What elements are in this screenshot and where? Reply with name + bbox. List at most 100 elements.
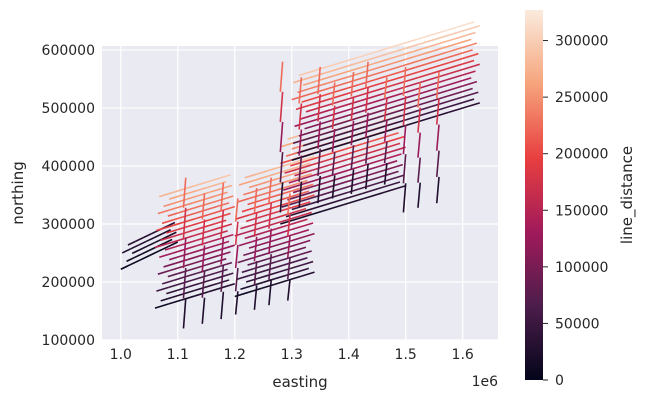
flight-line bbox=[329, 158, 348, 166]
flight-line bbox=[243, 190, 255, 196]
tie-line bbox=[201, 245, 206, 272]
tie-line bbox=[417, 157, 422, 183]
flight-line bbox=[342, 165, 363, 173]
flight-line bbox=[332, 127, 362, 138]
x-tick-label: 1.6 bbox=[452, 347, 474, 363]
tie-line bbox=[383, 163, 388, 185]
flight-line bbox=[210, 275, 223, 281]
flight-line bbox=[366, 152, 387, 160]
flight-line bbox=[203, 272, 217, 278]
flight-line bbox=[415, 57, 445, 69]
flight-line bbox=[166, 289, 178, 295]
flight-line bbox=[298, 211, 312, 218]
flight-line bbox=[156, 286, 169, 292]
flight-line bbox=[290, 264, 303, 270]
tie-line bbox=[417, 132, 422, 158]
flight-line bbox=[167, 211, 179, 217]
flight-line bbox=[178, 208, 190, 214]
flight-line bbox=[302, 75, 333, 86]
flight-line bbox=[385, 174, 405, 182]
flight-line bbox=[325, 181, 346, 189]
flight-line bbox=[133, 253, 143, 259]
flight-line bbox=[160, 296, 173, 302]
flight-line bbox=[364, 148, 383, 155]
flight-line bbox=[218, 240, 230, 246]
tie-line bbox=[350, 72, 355, 97]
flight-line bbox=[168, 283, 181, 289]
flight-line bbox=[244, 234, 256, 240]
flight-line bbox=[247, 261, 258, 266]
flight-line bbox=[158, 245, 169, 252]
flight-line bbox=[304, 204, 325, 212]
flight-line bbox=[286, 166, 299, 172]
flight-line bbox=[204, 195, 217, 201]
flight-line bbox=[247, 287, 262, 294]
flight-line bbox=[256, 169, 269, 175]
flight-line bbox=[273, 247, 287, 253]
flight-line bbox=[324, 62, 356, 74]
tie-line bbox=[220, 237, 225, 265]
flight-line bbox=[448, 102, 481, 114]
flight-line bbox=[141, 249, 150, 255]
flight-line bbox=[129, 244, 139, 250]
flight-line bbox=[167, 272, 178, 278]
flight-line bbox=[292, 186, 311, 194]
flight-line bbox=[247, 271, 261, 277]
flight-line bbox=[222, 244, 235, 250]
flight-line bbox=[251, 237, 264, 243]
flight-line bbox=[206, 282, 218, 288]
tie-line bbox=[220, 210, 225, 238]
flight-line bbox=[171, 293, 184, 299]
flight-line bbox=[139, 254, 150, 261]
flight-line bbox=[362, 137, 381, 145]
flight-line bbox=[208, 215, 221, 221]
tie-line bbox=[286, 214, 291, 237]
flight-line bbox=[249, 254, 263, 260]
tie-line bbox=[402, 95, 407, 126]
flight-line bbox=[254, 231, 266, 236]
flight-line bbox=[245, 217, 258, 223]
tie-line bbox=[365, 61, 369, 88]
flight-line bbox=[301, 260, 314, 266]
tie-line bbox=[417, 82, 422, 108]
flight-line bbox=[257, 274, 269, 280]
colorbar-tick-label: 200000 bbox=[555, 147, 608, 163]
flight-line bbox=[197, 191, 210, 197]
flight-line bbox=[208, 265, 221, 271]
flight-line bbox=[327, 164, 348, 172]
flight-line bbox=[198, 251, 212, 257]
flight-line bbox=[354, 130, 386, 142]
flight-line bbox=[443, 49, 473, 60]
flight-line bbox=[193, 258, 207, 264]
flight-line bbox=[329, 83, 359, 95]
flight-line bbox=[301, 183, 314, 189]
y-axis-ticks: 100000 200000 300000 400000 500000 600000 bbox=[42, 43, 95, 349]
flight-line bbox=[196, 263, 207, 269]
tie-line bbox=[317, 94, 322, 122]
tie-line bbox=[279, 152, 284, 183]
flight-line bbox=[208, 188, 221, 194]
colorbar-tick-label: 300000 bbox=[555, 34, 608, 50]
flight-line bbox=[237, 258, 250, 264]
flight-line bbox=[188, 249, 200, 255]
flight-line bbox=[354, 97, 386, 109]
flight-line bbox=[275, 229, 289, 236]
tie-line bbox=[234, 198, 239, 222]
flight-line bbox=[135, 236, 144, 242]
tie-line bbox=[286, 193, 291, 215]
flight-line bbox=[445, 70, 476, 82]
flight-line bbox=[277, 175, 288, 180]
flight-line bbox=[297, 239, 311, 245]
flight-line bbox=[148, 250, 160, 257]
x-axis-ticks: 1.0 1.1 1.2 1.3 1.4 1.5 1.6 bbox=[110, 347, 474, 363]
tie-line bbox=[268, 279, 273, 306]
flight-line bbox=[390, 109, 421, 120]
flight-line bbox=[304, 160, 325, 168]
flight-line bbox=[262, 173, 275, 179]
flight-line bbox=[301, 271, 315, 277]
flight-line bbox=[297, 267, 310, 273]
tie-line bbox=[350, 120, 355, 146]
tie-line bbox=[279, 91, 284, 123]
colorbar-ticks: 0 50000 100000 150000 200000 250000 300000 bbox=[543, 34, 608, 389]
flight-line bbox=[166, 228, 178, 234]
